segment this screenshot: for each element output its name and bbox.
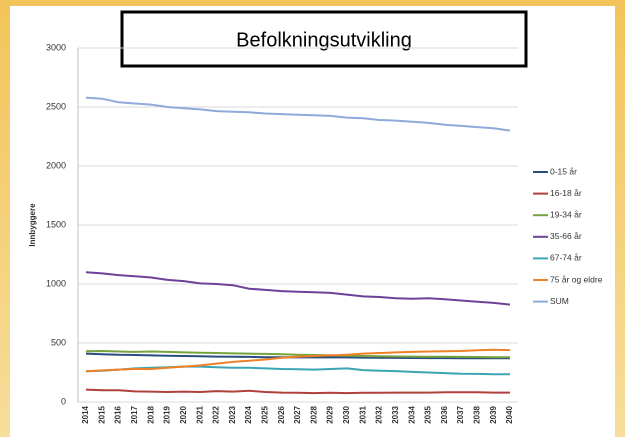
- legend-label: 19-34 år: [550, 209, 582, 219]
- y-tick-label: 500: [51, 337, 66, 347]
- line-series: [85, 348, 511, 373]
- x-tick-label: 2033: [391, 405, 400, 423]
- legend-label: SUM: [550, 296, 569, 306]
- x-tick-label: 2039: [489, 405, 498, 423]
- x-tick-label: 2017: [130, 405, 139, 423]
- line-series: [85, 271, 511, 306]
- x-tick-label: 2040: [505, 405, 514, 423]
- x-tick-label: 2030: [342, 405, 351, 423]
- x-tick-label: 2014: [81, 405, 90, 423]
- x-tick-label: 2034: [407, 405, 416, 423]
- x-tick-label: 2021: [195, 405, 204, 423]
- title-box: [120, 10, 528, 68]
- y-axis-label: Innbyggere: [28, 203, 37, 247]
- y-tick-label: 1000: [46, 278, 66, 288]
- y-tick-label: 3000: [46, 42, 66, 52]
- line-series: [85, 349, 510, 359]
- x-tick-label: 2027: [293, 405, 302, 423]
- x-tick-label: 2028: [309, 405, 318, 423]
- y-tick-label: 1500: [46, 219, 66, 229]
- legend-label: 35-66 år: [550, 231, 582, 241]
- x-tick-label: 2023: [228, 405, 237, 423]
- x-tick-label: 2025: [260, 405, 269, 423]
- x-tick-label: 2038: [472, 405, 481, 423]
- y-tick-label: 0: [61, 396, 66, 406]
- x-tick-label: 2018: [146, 405, 155, 423]
- x-tick-label: 2035: [424, 405, 433, 423]
- x-tick-label: 2029: [326, 405, 335, 423]
- legend-label: 67-74 år: [550, 253, 582, 263]
- x-tick-label: 2022: [212, 405, 221, 423]
- x-tick-label: 2031: [358, 405, 367, 423]
- y-tick-label: 2000: [46, 160, 66, 170]
- x-tick-label: 2037: [456, 405, 465, 423]
- y-tick-label: 2500: [46, 101, 66, 111]
- x-tick-label: 2019: [163, 405, 172, 423]
- legend-label: 75 år og eldre: [550, 274, 603, 284]
- x-tick-label: 2015: [97, 405, 106, 423]
- x-tick-label: 2016: [114, 405, 123, 423]
- x-tick-label: 2020: [179, 405, 188, 423]
- x-tick-label: 2032: [375, 405, 384, 423]
- x-tick-label: 2026: [277, 405, 286, 423]
- line-series: [85, 96, 511, 132]
- legend-label: 16-18 år: [550, 188, 582, 198]
- line-series: [85, 388, 510, 395]
- chart-title: Befolkningsutvikling: [236, 29, 412, 51]
- panel: [10, 6, 615, 437]
- x-tick-label: 2024: [244, 405, 253, 423]
- legend-label: 0-15 år: [550, 166, 577, 176]
- x-tick-label: 2036: [440, 405, 449, 423]
